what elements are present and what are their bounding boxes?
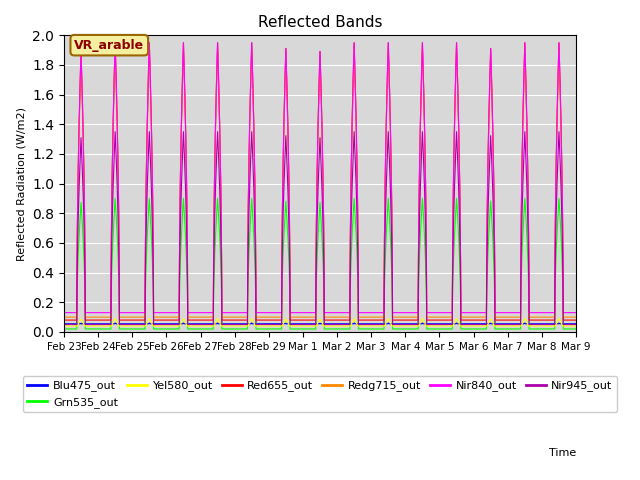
Nir840_out (468, 310, 476, 315)
Yel580_out (335, 323, 342, 329)
Grn535_out (346, 326, 353, 332)
Redg715_out (111, 48, 119, 53)
Yel580_out (60, 323, 68, 329)
Line: Redg715_out: Redg715_out (64, 50, 576, 317)
Yel580_out (111, 316, 119, 322)
Redg715_out (527, 314, 534, 320)
Blu475_out (346, 321, 353, 327)
Grn535_out (527, 326, 534, 332)
Yel580_out (346, 323, 353, 329)
Blu475_out (60, 321, 68, 327)
Blu475_out (541, 321, 549, 327)
Redg715_out (335, 314, 342, 320)
Grn535_out (203, 326, 211, 332)
Red655_out (111, 40, 119, 46)
Red655_out (346, 317, 353, 323)
Nir945_out (346, 322, 353, 327)
Grn535_out (541, 326, 549, 332)
Nir840_out (60, 310, 68, 315)
Legend: Blu475_out, Grn535_out, Yel580_out, Red655_out, Redg715_out, Nir840_out, Nir945_: Blu475_out, Grn535_out, Yel580_out, Red6… (23, 376, 617, 412)
Text: Time: Time (548, 448, 576, 458)
Nir840_out (572, 310, 580, 315)
Blu475_out (572, 321, 580, 327)
Red655_out (527, 317, 534, 323)
Nir840_out (111, 40, 119, 46)
Yel580_out (572, 323, 580, 329)
Blu475_out (468, 321, 476, 327)
Line: Yel580_out: Yel580_out (64, 319, 576, 326)
Redg715_out (541, 314, 549, 320)
Yel580_out (468, 323, 476, 329)
Blu475_out (111, 320, 119, 326)
Grn535_out (468, 326, 476, 332)
Nir945_out (572, 322, 580, 327)
Line: Nir945_out: Nir945_out (64, 132, 576, 324)
Red655_out (335, 317, 342, 323)
Nir945_out (60, 322, 68, 327)
Grn535_out (572, 326, 580, 332)
Nir840_out (335, 310, 342, 315)
Y-axis label: Reflected Radiation (W/m2): Reflected Radiation (W/m2) (17, 107, 26, 261)
Nir945_out (203, 322, 211, 327)
Grn535_out (60, 326, 68, 332)
Line: Grn535_out: Grn535_out (64, 198, 576, 329)
Blu475_out (203, 321, 211, 327)
Line: Red655_out: Red655_out (64, 43, 576, 320)
Line: Blu475_out: Blu475_out (64, 323, 576, 324)
Red655_out (60, 317, 68, 323)
Blu475_out (335, 321, 342, 327)
Nir945_out (335, 322, 342, 327)
Nir840_out (203, 310, 211, 315)
Redg715_out (346, 314, 353, 320)
Text: VR_arable: VR_arable (74, 39, 145, 52)
Grn535_out (111, 195, 119, 201)
Redg715_out (60, 314, 68, 320)
Redg715_out (572, 314, 580, 320)
Yel580_out (541, 323, 549, 329)
Nir840_out (541, 310, 549, 315)
Blu475_out (527, 321, 534, 327)
Redg715_out (468, 314, 476, 320)
Title: Reflected Bands: Reflected Bands (258, 15, 382, 30)
Yel580_out (203, 323, 211, 329)
Nir945_out (111, 129, 119, 134)
Red655_out (572, 317, 580, 323)
Nir840_out (346, 310, 353, 315)
Red655_out (541, 317, 549, 323)
Red655_out (203, 317, 211, 323)
Redg715_out (203, 314, 211, 320)
Grn535_out (335, 326, 342, 332)
Red655_out (468, 317, 476, 323)
Nir945_out (541, 322, 549, 327)
Line: Nir840_out: Nir840_out (64, 43, 576, 312)
Yel580_out (527, 323, 534, 329)
Nir945_out (527, 322, 534, 327)
Nir840_out (527, 310, 534, 315)
Nir945_out (468, 322, 476, 327)
